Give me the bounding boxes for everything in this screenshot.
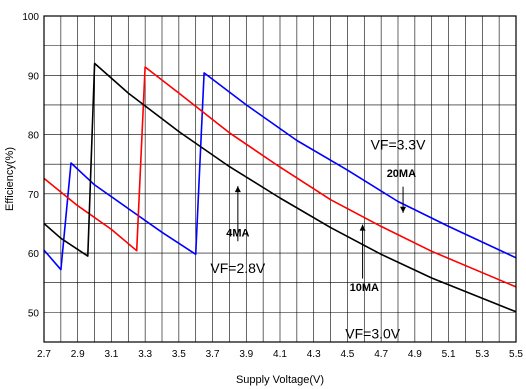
x-tick-label: 3.3: [138, 349, 152, 360]
annotation-label: 20MA: [387, 168, 416, 180]
y-tick-label: 60: [28, 249, 40, 260]
x-tick-label: 5.5: [509, 349, 523, 360]
y-tick-label: 50: [28, 308, 40, 319]
plot-frame: [43, 15, 517, 343]
y-tick-label: 80: [28, 131, 40, 142]
series-line-0: [43, 72, 517, 271]
x-tick-label: 4.3: [307, 349, 321, 360]
annotation-arrow-head: [359, 224, 366, 231]
series-line-1: [43, 66, 517, 288]
x-tick-label: 4.5: [340, 349, 354, 360]
x-tick-label: 5.1: [442, 349, 456, 360]
annotation-label: VF=2.8V: [210, 260, 266, 276]
y-tick-label: 90: [28, 71, 40, 82]
series-line-2: [43, 62, 517, 313]
annotation-label: 4MA: [226, 227, 249, 239]
y-axis-label: Efficiency(%): [4, 147, 16, 211]
annotation-arrows: [234, 186, 407, 279]
x-tick-label: 4.7: [374, 349, 388, 360]
x-tick-label: 2.7: [37, 349, 51, 360]
series-lines: [43, 62, 517, 313]
annotation-label: 10MA: [350, 282, 379, 294]
x-tick-label: 3.5: [172, 349, 186, 360]
y-tick-label: 100: [22, 12, 39, 23]
x-tick-label: 2.9: [71, 349, 85, 360]
tick-labels: 2.7 2.9 3.1 3.3 3.5 3.7 3.9 4.1 4.3 4.5 4.7 4.9 5.1 5…: [22, 12, 523, 360]
annotation-label: VF=3.3V: [371, 136, 427, 152]
annotation-arrow-head: [234, 186, 241, 193]
x-tick-label: 3.1: [104, 349, 118, 360]
x-tick-label: 5.3: [475, 349, 489, 360]
annotation-arrow-head: [400, 206, 407, 213]
x-tick-label: 3.9: [239, 349, 253, 360]
y-tick-label: 70: [28, 190, 40, 201]
x-axis-label: Supply Voltage(V): [236, 374, 324, 386]
x-tick-label: 4.1: [273, 349, 287, 360]
annotation-label: VF=3.0V: [345, 325, 401, 341]
annotations: VF=3.3V 20MA 4MA VF=2.8V 10MA VF=3.0V: [210, 136, 426, 341]
grid-lines: [43, 16, 517, 342]
x-tick-label: 4.9: [408, 349, 422, 360]
x-tick-label: 3.7: [206, 349, 220, 360]
